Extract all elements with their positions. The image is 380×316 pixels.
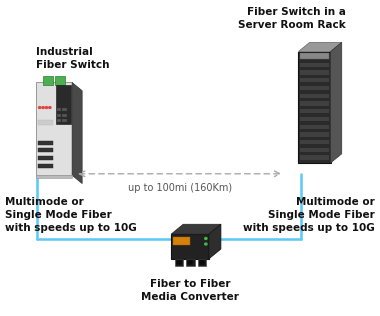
FancyBboxPatch shape xyxy=(300,148,329,152)
FancyBboxPatch shape xyxy=(300,109,329,113)
FancyBboxPatch shape xyxy=(298,52,331,163)
Circle shape xyxy=(49,106,51,108)
FancyBboxPatch shape xyxy=(300,117,329,121)
Polygon shape xyxy=(298,42,342,52)
FancyBboxPatch shape xyxy=(300,125,329,129)
Text: Fiber Switch in a
Server Room Rack: Fiber Switch in a Server Room Rack xyxy=(238,7,345,30)
FancyBboxPatch shape xyxy=(38,120,52,125)
FancyBboxPatch shape xyxy=(38,149,53,152)
Polygon shape xyxy=(209,224,221,259)
Polygon shape xyxy=(72,82,82,184)
FancyBboxPatch shape xyxy=(62,114,66,117)
FancyBboxPatch shape xyxy=(175,259,183,266)
FancyBboxPatch shape xyxy=(300,86,329,90)
FancyBboxPatch shape xyxy=(57,119,61,122)
FancyBboxPatch shape xyxy=(300,132,329,137)
FancyBboxPatch shape xyxy=(300,94,329,98)
Text: up to 100mi (160Km): up to 100mi (160Km) xyxy=(128,183,232,193)
FancyBboxPatch shape xyxy=(300,55,329,59)
FancyBboxPatch shape xyxy=(300,140,329,144)
FancyBboxPatch shape xyxy=(300,53,329,59)
Polygon shape xyxy=(171,224,221,234)
FancyBboxPatch shape xyxy=(62,119,66,122)
FancyBboxPatch shape xyxy=(36,82,72,175)
FancyBboxPatch shape xyxy=(300,101,329,106)
FancyBboxPatch shape xyxy=(38,164,53,168)
FancyBboxPatch shape xyxy=(176,260,182,265)
Circle shape xyxy=(205,238,207,240)
FancyBboxPatch shape xyxy=(300,63,329,67)
Circle shape xyxy=(205,243,207,245)
FancyBboxPatch shape xyxy=(36,175,72,178)
FancyBboxPatch shape xyxy=(38,141,53,145)
FancyBboxPatch shape xyxy=(186,259,195,266)
FancyBboxPatch shape xyxy=(56,85,71,124)
FancyBboxPatch shape xyxy=(300,155,329,160)
FancyBboxPatch shape xyxy=(199,260,205,265)
FancyBboxPatch shape xyxy=(57,108,61,111)
FancyBboxPatch shape xyxy=(198,259,206,266)
Text: Multimode or
Single Mode Fiber
with speeds up to 10G: Multimode or Single Mode Fiber with spee… xyxy=(5,197,137,234)
FancyBboxPatch shape xyxy=(173,237,190,245)
Polygon shape xyxy=(331,42,342,163)
Circle shape xyxy=(42,106,44,108)
Circle shape xyxy=(38,106,41,108)
Text: Industrial
Fiber Switch: Industrial Fiber Switch xyxy=(36,47,110,70)
FancyBboxPatch shape xyxy=(55,76,65,85)
FancyBboxPatch shape xyxy=(300,78,329,82)
FancyBboxPatch shape xyxy=(300,70,329,75)
FancyBboxPatch shape xyxy=(62,108,66,111)
FancyBboxPatch shape xyxy=(171,234,209,259)
Text: Multimode or
Single Mode Fiber
with speeds up to 10G: Multimode or Single Mode Fiber with spee… xyxy=(243,197,375,234)
FancyBboxPatch shape xyxy=(187,260,193,265)
Text: Fiber to Fiber
Media Converter: Fiber to Fiber Media Converter xyxy=(141,279,239,302)
FancyBboxPatch shape xyxy=(57,114,61,117)
Circle shape xyxy=(45,106,48,108)
FancyBboxPatch shape xyxy=(38,156,53,160)
FancyBboxPatch shape xyxy=(43,76,53,85)
